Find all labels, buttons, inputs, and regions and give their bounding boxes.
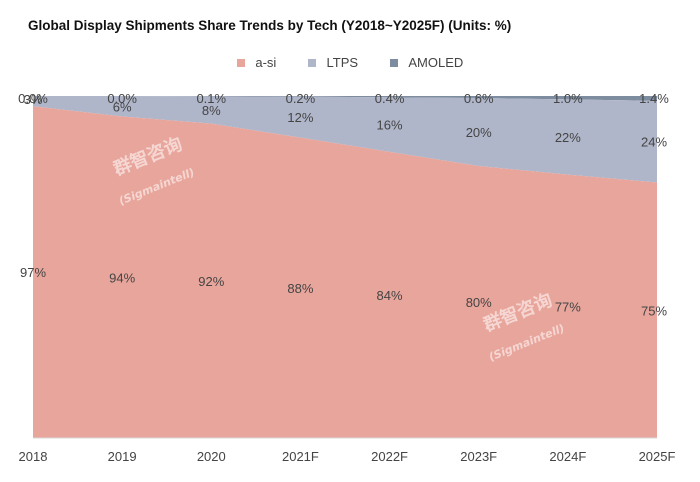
- data-label-a-si-2019: 94%: [109, 270, 135, 285]
- data-label-amoled-2024f: 1.0%: [553, 91, 583, 106]
- data-label-a-si-2023f: 80%: [466, 295, 492, 310]
- data-label-ltps-2022f: 16%: [377, 118, 403, 133]
- data-label-a-si-2024f: 77%: [555, 299, 581, 314]
- data-label-ltps-2024f: 22%: [555, 130, 581, 145]
- data-label-amoled-2022f: 0.4%: [375, 91, 405, 106]
- x-tick-label-2024f: 2024F: [549, 449, 586, 464]
- x-tick-label-2020: 2020: [197, 449, 226, 464]
- x-tick-label-2022f: 2022F: [371, 449, 408, 464]
- data-label-amoled-2021f: 0.2%: [286, 91, 316, 106]
- data-label-amoled-2018: 0.0%: [18, 91, 48, 106]
- chart-title: Global Display Shipments Share Trends by…: [28, 18, 512, 33]
- legend-swatch-amoled: [389, 58, 398, 67]
- data-label-amoled-2025f: 1.4%: [639, 91, 669, 106]
- area-ltps: [33, 96, 657, 183]
- legend-label-a-si: a-si: [255, 55, 277, 71]
- x-tick-label-2018: 2018: [19, 449, 48, 464]
- data-label-a-si-2022f: 84%: [377, 288, 403, 303]
- legend-item-ltps: LTPS: [307, 54, 359, 71]
- legend-label-ltps: LTPS: [326, 55, 359, 71]
- legend-swatch-a-si: [236, 58, 245, 67]
- data-label-a-si-2021f: 88%: [287, 281, 313, 296]
- x-tick-label-2025f: 2025F: [639, 449, 676, 464]
- data-label-ltps-2019: 6%: [113, 99, 132, 114]
- legend-swatch-ltps: [307, 58, 316, 67]
- data-label-amoled-2020: 0.1%: [196, 91, 226, 106]
- data-label-ltps-2025f: 24%: [641, 135, 667, 150]
- data-label-a-si-2025f: 75%: [641, 303, 667, 318]
- x-tick-label-2023f: 2023F: [460, 449, 497, 464]
- data-label-ltps-2021f: 12%: [287, 110, 313, 125]
- data-label-a-si-2018: 97%: [20, 265, 46, 280]
- legend-item-a-si: a-si: [236, 54, 277, 71]
- data-label-amoled-2023f: 0.6%: [464, 91, 494, 106]
- data-label-ltps-2023f: 20%: [466, 125, 492, 140]
- x-tick-label-2021f: 2021F: [282, 449, 319, 464]
- x-tick-label-2019: 2019: [108, 449, 137, 464]
- data-label-ltps-2020: 8%: [202, 103, 221, 118]
- data-label-ltps-2018: 3%: [24, 92, 43, 107]
- chart-legend: a-si LTPS AMOLED: [0, 54, 700, 70]
- data-label-amoled-2019: 0.0%: [107, 91, 137, 106]
- data-label-a-si-2020: 92%: [198, 274, 224, 289]
- area-a-si: [33, 106, 657, 438]
- legend-item-amoled: AMOLED: [389, 54, 464, 71]
- legend-label-amoled: AMOLED: [408, 55, 464, 71]
- area-amoled: [33, 96, 657, 101]
